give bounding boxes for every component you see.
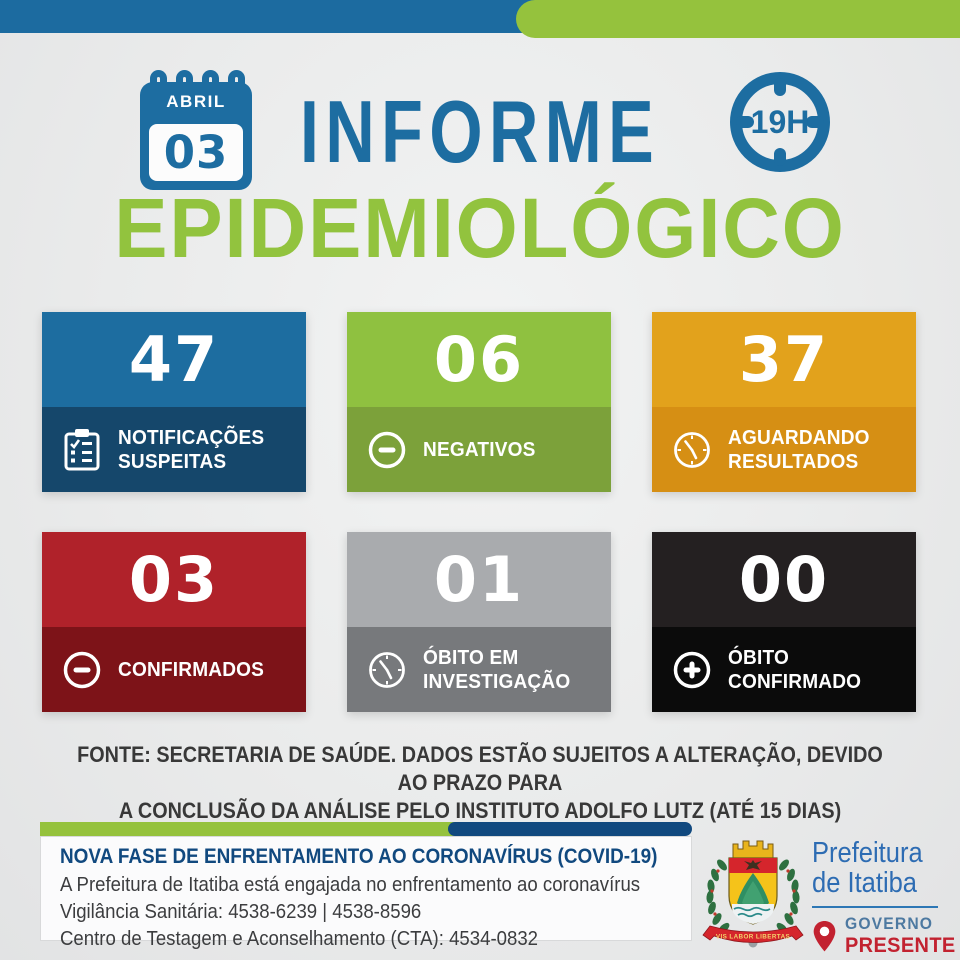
stat-value: 47 <box>128 323 220 397</box>
itatiba-coat-of-arms-icon: VIS LABOR LIBERTAS <box>698 829 808 953</box>
plus-circle-icon <box>673 651 711 688</box>
clock-icon <box>674 431 710 468</box>
stat-label: CONFIRMADOS <box>118 658 264 681</box>
stat-card-confirmados: 03 CONFIRMADOS <box>42 532 306 712</box>
calendar-body: ABRIL 03 <box>140 82 252 190</box>
stat-value: 37 <box>738 323 830 397</box>
minus-circle-icon <box>368 431 406 468</box>
stat-label: ÓBITO CONFIRMADO <box>728 646 861 693</box>
stat-value-panel: 06 <box>347 312 611 408</box>
footer-line-engagement: A Prefeitura de Itatiba está engajada no… <box>60 874 641 896</box>
stat-label-line2: RESULTADOS <box>728 449 859 473</box>
stat-label: AGUARDANDO RESULTADOS <box>728 426 870 473</box>
government-tagline: GOVERNO PRESENTE <box>812 915 960 958</box>
stat-label: NOTIFICAÇÕES SUSPEITAS <box>118 426 264 473</box>
stat-card-obito-confirmado: 00 ÓBITO CONFIRMADO <box>652 532 916 712</box>
stat-label-line2: SUSPEITAS <box>118 449 227 473</box>
footer-line-vigilancia-phone: Vigilância Sanitária: 4538-6239 | 4538-8… <box>60 901 422 924</box>
clipboard-checklist-icon <box>64 428 100 471</box>
source-note: FONTE: SECRETARIA DE SAÚDE. DADOS ESTÃO … <box>75 741 885 825</box>
stat-label-line2: CONFIRMADO <box>728 669 862 693</box>
tagline-presente: PRESENTE <box>845 934 956 958</box>
stat-label-panel: ÓBITO EM INVESTIGAÇÃO <box>347 627 611 712</box>
stat-value: 03 <box>128 543 220 617</box>
page-title-line1: INFORME <box>299 82 661 181</box>
source-note-line1: FONTE: SECRETARIA DE SAÚDE. DADOS ESTÃO … <box>77 742 883 795</box>
brand-name-line2: de Itatiba <box>812 867 918 900</box>
calendar-binding-loop <box>228 70 245 86</box>
tagline-governo: GOVERNO <box>845 915 934 934</box>
brand-name-line1: Prefeitura <box>812 837 923 869</box>
stat-value-panel: 37 <box>652 312 916 408</box>
source-note-line2: A CONCLUSÃO DA ANÁLISE PELO INSTITUTO AD… <box>118 797 842 823</box>
stat-label-panel: CONFIRMADOS <box>42 627 306 712</box>
clock-icon <box>369 651 405 688</box>
stat-label-line1: NOTIFICAÇÕES <box>118 426 265 450</box>
footer-line-cta-phone: Centro de Testagem e Aconselhamento (CTA… <box>60 928 539 951</box>
location-pin-icon <box>813 921 836 952</box>
footer-bar-blue <box>448 822 692 836</box>
footer-headline: NOVA FASE DE ENFRENTAMENTO AO CORONAVÍRU… <box>60 844 658 868</box>
stat-label-panel: AGUARDANDO RESULTADOS <box>652 407 916 492</box>
page-title-line2: EPIDEMIOLÓGICO <box>114 181 846 275</box>
stat-value-panel: 01 <box>347 532 611 628</box>
stat-label-line1: ÓBITO <box>728 646 789 670</box>
calendar-binding-loop <box>202 70 219 86</box>
brand-divider <box>812 906 938 909</box>
footer-bar-green <box>40 822 464 836</box>
stat-label-panel: NEGATIVOS <box>347 407 611 492</box>
minus-circle-icon <box>63 651 101 688</box>
stat-label-line2: INVESTIGAÇÃO <box>423 669 571 693</box>
stat-label-panel: NOTIFICAÇÕES SUSPEITAS <box>42 407 306 492</box>
tagline-text: GOVERNO PRESENTE <box>845 915 960 958</box>
stat-label-line1: CONFIRMADOS <box>118 658 265 682</box>
stat-card-obito-em-investigacao: 01 ÓBITO EM INVESTIGAÇÃO <box>347 532 611 712</box>
calendar-day-panel: 03 <box>149 124 243 181</box>
calendar-binding-loop <box>150 70 167 86</box>
calendar-day-label: 03 <box>163 126 229 179</box>
calendar-icon: ABRIL 03 <box>140 70 252 192</box>
calendar-month-label: ABRIL <box>166 92 226 111</box>
calendar-binding-loop <box>176 70 193 86</box>
stat-value: 00 <box>738 543 830 617</box>
top-bar-blue <box>0 0 552 33</box>
stat-label-line1: AGUARDANDO <box>728 426 870 450</box>
stat-label: ÓBITO EM INVESTIGAÇÃO <box>423 646 570 693</box>
stat-label-panel: ÓBITO CONFIRMADO <box>652 627 916 712</box>
stat-value-panel: 03 <box>42 532 306 628</box>
stat-label-line1: NEGATIVOS <box>423 438 536 462</box>
stat-card-aguardando-resultados: 37 AGUARDANDO RESULTADOS <box>652 312 916 492</box>
stat-label: NEGATIVOS <box>423 438 536 461</box>
top-bar-green <box>516 0 960 38</box>
stat-value: 01 <box>433 543 525 617</box>
stat-card-notificacoes-suspeitas: 47 NOTIFICAÇÕES SUSPEITAS <box>42 312 306 492</box>
brand-block: Prefeitura de Itatiba GOVERNO PRESENTE <box>812 838 960 958</box>
stat-label-line1: ÓBITO EM <box>423 646 519 670</box>
stat-value: 06 <box>433 323 525 397</box>
stat-card-negativos: 06 NEGATIVOS <box>347 312 611 492</box>
clock-19h-icon: 19H <box>720 62 840 182</box>
footer-info-box: NOVA FASE DE ENFRENTAMENTO AO CORONAVÍRU… <box>40 836 692 950</box>
stat-value-panel: 00 <box>652 532 916 628</box>
stat-value-panel: 47 <box>42 312 306 408</box>
coat-of-arms-motto: VIS LABOR LIBERTAS <box>716 934 790 941</box>
clock-time-label: 19H <box>751 104 810 140</box>
